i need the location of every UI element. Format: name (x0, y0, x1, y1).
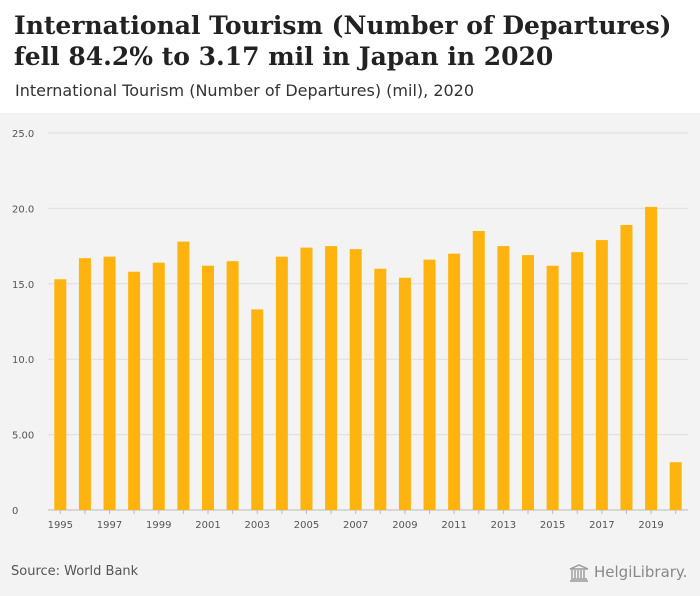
bar-2011[interactable] (448, 253, 461, 510)
bar-2000[interactable] (177, 241, 190, 511)
bar-2006[interactable] (325, 246, 338, 510)
x-tick-label: 2017 (589, 520, 614, 531)
bar-1996[interactable] (78, 258, 91, 510)
grid-lines (48, 132, 688, 511)
x-tick-label: 2019 (638, 520, 663, 531)
y-tick-label: 10.0 (12, 355, 34, 366)
x-tick-label: 2003 (245, 520, 270, 531)
chart-title: International Tourism (Number of Departu… (14, 11, 672, 71)
x-tick-label: 2007 (343, 520, 368, 531)
helgi-library-logo[interactable]: HelgiLibrary. (568, 562, 694, 586)
bar-1998[interactable] (128, 271, 141, 510)
bar-2005[interactable] (300, 247, 313, 510)
bar-2002[interactable] (226, 261, 239, 510)
logo-text: HelgiLibrary. (594, 563, 688, 581)
x-tick-label: 2001 (195, 520, 220, 531)
bar-2020[interactable] (669, 462, 682, 510)
y-tick-label: 20.0 (12, 204, 34, 215)
bar-2015[interactable] (546, 265, 559, 510)
bar-1997[interactable] (103, 256, 116, 510)
y-tick-label: 15.0 (12, 280, 34, 291)
bar-1999[interactable] (152, 262, 165, 510)
library-building-icon (569, 564, 589, 582)
bar-2012[interactable] (472, 231, 485, 510)
x-axis-ticks: 1995 1997 1999 2001 2003 2005 2007 2009 2011 2013… (48, 510, 677, 531)
x-tick-label: 2011 (441, 520, 466, 531)
bar-2014[interactable] (522, 255, 534, 510)
bars (54, 206, 682, 511)
bar-2016[interactable] (571, 252, 584, 510)
y-tick-label: 5.00 (12, 431, 34, 442)
y-tick-label: 0 (12, 506, 18, 517)
bar-2001[interactable] (202, 265, 214, 510)
x-tick-label: 1997 (97, 520, 122, 531)
x-tick-label: 2015 (540, 520, 565, 531)
bar-2007[interactable] (349, 249, 362, 510)
source-note: Source: World Bank (11, 564, 139, 579)
x-tick-label: 2009 (392, 520, 417, 531)
x-tick-label: 1995 (48, 520, 73, 531)
chart-subtitle: International Tourism (Number of Departu… (15, 81, 475, 100)
bar-2003[interactable] (251, 309, 264, 510)
header: International Tourism (Number of Departu… (0, 0, 700, 113)
bar-2008[interactable] (374, 268, 387, 510)
bar-2013[interactable] (497, 246, 510, 510)
y-tick-label: 25.0 (12, 129, 34, 140)
bar-1995[interactable] (54, 279, 67, 510)
bar-2018[interactable] (620, 224, 633, 510)
x-tick-label: 2005 (294, 520, 319, 531)
y-axis-ticks: 0 5.00 10.0 15.0 20.0 25.0 (12, 129, 34, 517)
bar-2010[interactable] (423, 259, 436, 510)
bar-2017[interactable] (595, 240, 608, 510)
bar-2004[interactable] (275, 256, 288, 510)
x-tick-label: 2013 (491, 520, 516, 531)
bar-2009[interactable] (398, 277, 411, 510)
bar-2019[interactable] (645, 206, 658, 510)
x-tick-label: 1999 (146, 520, 171, 531)
